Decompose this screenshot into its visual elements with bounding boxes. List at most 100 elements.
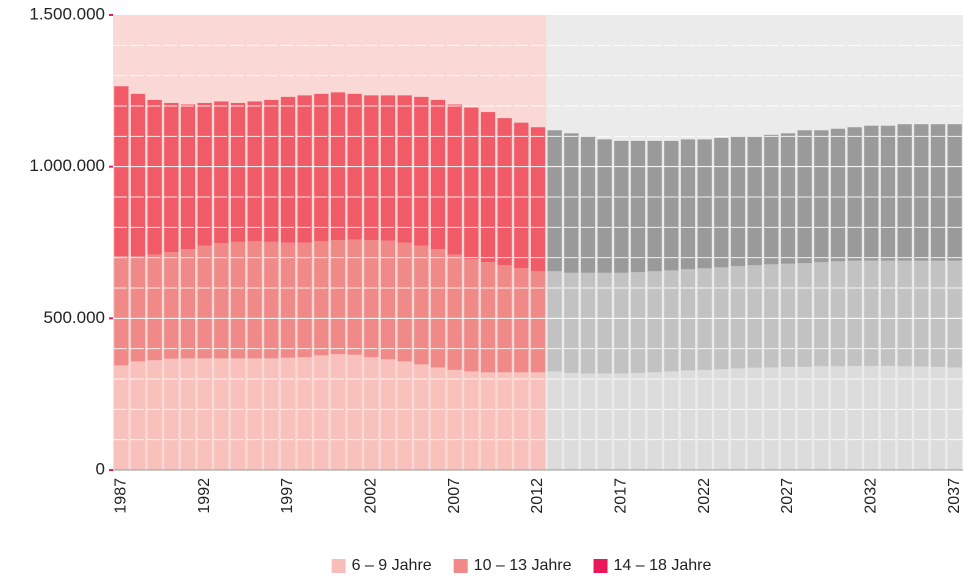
bar-segment [647,140,662,272]
bar-segment [914,366,929,470]
legend-label: 10 – 13 Jahre [474,557,572,574]
bar-segment [147,99,162,255]
bar-segment [730,266,746,369]
bar-segment [580,373,596,470]
bar-segment [414,364,429,470]
bar-segment [647,372,662,470]
bar-segment [764,134,779,265]
bar-segment [314,240,329,356]
bar-segment [230,358,246,470]
bar-segment [714,369,729,470]
bar-segment [414,96,429,246]
bar-segment [230,241,246,359]
bar-segment [480,372,496,470]
bar-segment [864,260,879,366]
bar-segment [680,370,696,470]
bar-segment [297,357,312,470]
bar-segment [497,118,512,266]
bar-segment [897,124,912,261]
bar-segment [730,136,746,267]
bar-segment [314,93,329,241]
bar-segment [164,358,179,470]
bar-segment [514,122,529,269]
bar-segment [530,271,546,373]
bar-segment [597,373,612,470]
bar-segment [380,240,396,360]
bar-segment [147,254,162,361]
bar-segment [680,269,696,371]
bar-segment [480,112,496,263]
x-tick-label: 2012 [529,478,546,514]
bar-segment [114,365,129,470]
bar-segment [664,371,679,470]
bar-segment [530,127,546,272]
bar-segment [697,139,712,269]
bar-segment [814,262,829,367]
bar-segment [647,271,662,373]
legend-item: 10 – 13 Jahre [453,557,572,574]
bar-segment [830,366,846,470]
bar-segment [164,252,179,359]
bar-segment [514,372,529,470]
legend-item: 6 – 9 Jahre [331,557,432,574]
bar-segment [247,358,262,470]
bar-segment [580,136,596,273]
bar-segment [180,358,196,470]
bar-segment [164,102,179,253]
legend-label: 6 – 9 Jahre [352,557,432,574]
bar-segment [547,130,562,272]
bar-segment [430,99,446,250]
x-tick-label: 2022 [696,478,713,514]
bar-segment [180,249,196,359]
legend-swatch [331,559,346,573]
legend-label: 14 – 18 Jahre [614,557,712,574]
y-tick-label: 0 [96,459,105,478]
bar-segment [197,358,212,470]
bar-segment [447,104,462,255]
bar-segment [780,366,796,470]
bar-segment [130,361,146,470]
bar-segment [114,86,129,257]
bar-segment [897,366,912,470]
bar-segment [130,256,146,362]
bar-segment [564,133,579,273]
y-tick-label: 1.000.000 [29,156,105,175]
bar-segment [280,357,296,470]
bar-segment [264,358,279,470]
bar-segment [747,136,762,266]
x-tick-label: 2017 [613,478,630,514]
bar-segment [930,260,946,367]
bar-segment [197,102,212,246]
bar-segment [780,133,796,264]
bar-segment [914,124,929,261]
bar-segment [664,270,679,372]
x-tick-label: 2027 [779,478,796,514]
bar-segment [380,95,396,241]
bar-segment [280,96,296,243]
bar-segment [464,259,479,372]
bar-segment [480,262,496,373]
bar-segment [364,357,379,470]
x-tick-label: 1997 [279,478,296,514]
bar-segment [430,367,446,470]
bar-segment [830,261,846,367]
bar-segment [697,268,712,370]
bar-segment [547,371,562,470]
bar-segment [397,242,412,362]
bar-segment [797,263,812,367]
bar-segment [397,95,412,243]
bar-segment [414,245,429,365]
y-tick-label: 500.000 [44,308,105,327]
bar-segment [347,354,362,470]
bar-segment [514,268,529,373]
y-tick-label: 1.500.000 [29,4,105,23]
bar-segment [430,249,446,368]
bar-segment [930,124,946,261]
bar-segment [314,355,329,470]
legend-swatch [453,559,468,573]
bar-segment [247,240,262,359]
bar-segment [447,254,462,370]
bar-segment [447,369,462,470]
bar-segment [764,367,779,470]
